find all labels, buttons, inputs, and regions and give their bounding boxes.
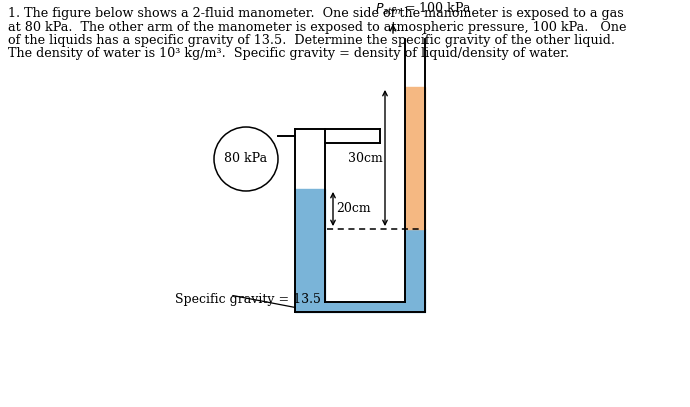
Text: 1. The figure below shows a 2-fluid manometer.  One side of the manometer is exp: 1. The figure below shows a 2-fluid mano… [8,7,624,20]
Text: at 80 kPa.  The other arm of the manometer is exposed to atmospheric pressure, 1: at 80 kPa. The other arm of the manomete… [8,20,627,33]
Text: 80 kPa: 80 kPa [224,153,268,166]
Text: of the liquids has a specific gravity of 13.5.  Determine the specific gravity o: of the liquids has a specific gravity of… [8,34,615,47]
Text: Specific gravity = 13.5: Specific gravity = 13.5 [175,293,321,306]
Text: $P_{atm}$ = 100 kPa: $P_{atm}$ = 100 kPa [375,1,471,17]
Text: 30cm: 30cm [348,151,383,164]
Text: 20cm: 20cm [336,203,371,215]
Text: The density of water is 10³ kg/m³.  Specific gravity = density of liquid/density: The density of water is 10³ kg/m³. Speci… [8,48,569,61]
